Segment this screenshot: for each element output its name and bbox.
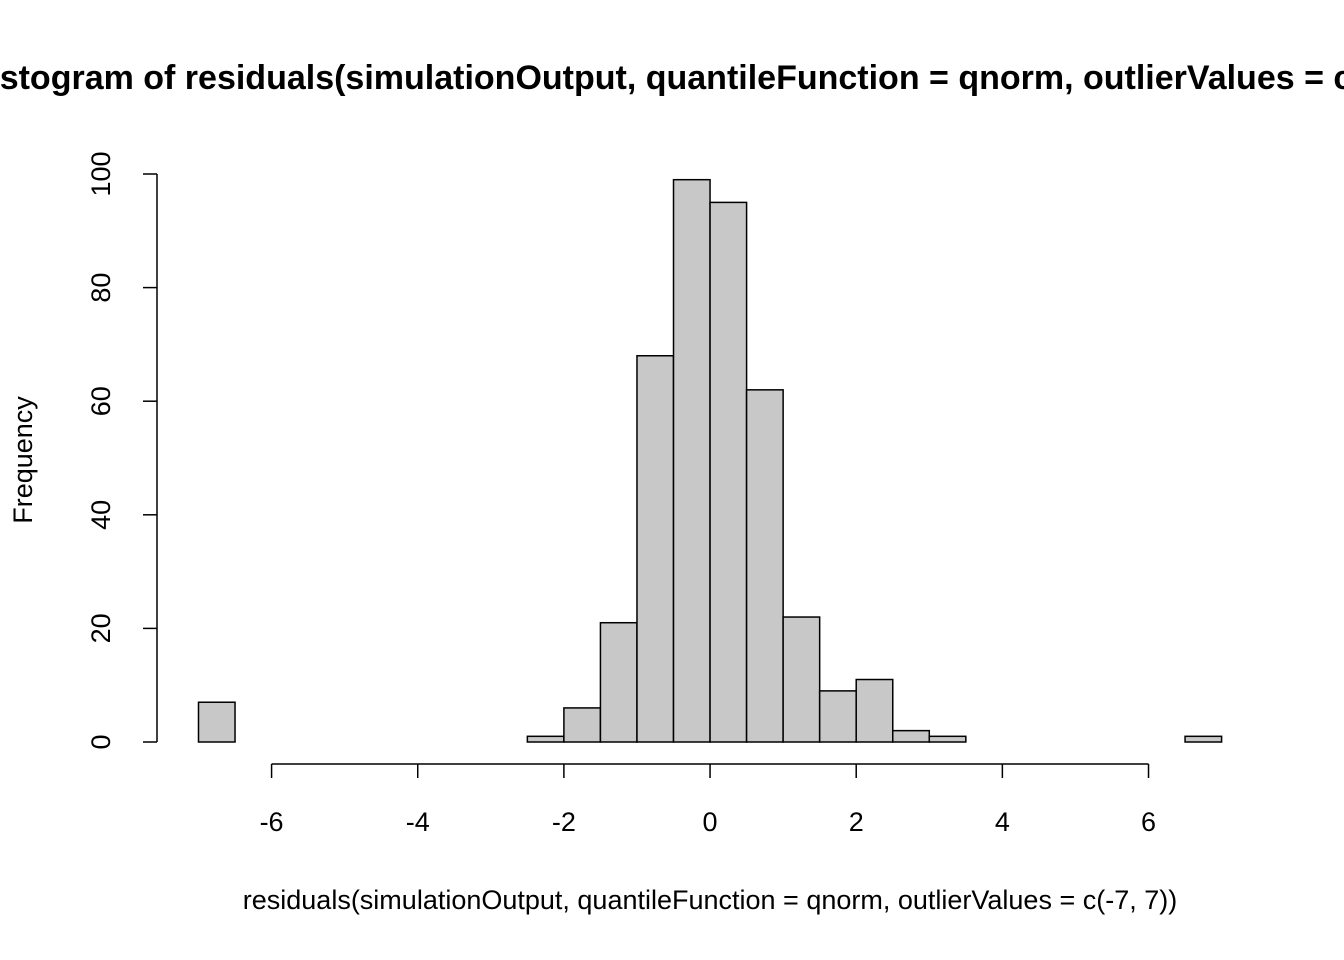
y-tick-label: 60 [86,386,116,416]
bar [928,735,967,743]
bar [745,389,784,743]
x-axis-label: residuals(simulationOutput, quantileFunc… [243,885,1177,915]
bar [563,707,602,743]
bar [599,621,638,743]
y-tick-label: 100 [86,151,116,196]
x-tick-label: -4 [406,807,430,837]
y-tick-label: 80 [86,273,116,303]
bar [782,616,821,743]
bar [1184,735,1223,743]
y-tick-label: 0 [86,734,116,749]
bar [672,178,711,743]
bar [636,355,675,743]
chart-title: Histogram of residuals(simulationOutput,… [0,59,1344,97]
x-tick-label: -6 [260,807,284,837]
x-tick-label: 6 [1141,807,1156,837]
bar [891,729,931,743]
y-tick-label: 40 [86,500,116,530]
bar [526,735,565,743]
x-tick-label: 4 [995,807,1010,837]
y-axis-label: Frequency [8,396,38,524]
bar [818,690,857,743]
x-tick-label: 0 [703,807,718,837]
x-tick-label: -2 [552,807,576,837]
bar [197,701,236,743]
bar [855,678,894,743]
x-tick-label: 2 [849,807,864,837]
bar [709,201,748,743]
y-tick-label: 20 [86,613,116,643]
